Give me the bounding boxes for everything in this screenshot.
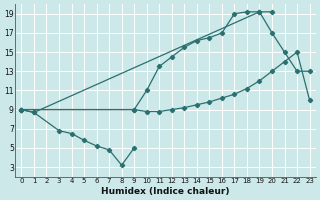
X-axis label: Humidex (Indice chaleur): Humidex (Indice chaleur) bbox=[101, 187, 230, 196]
